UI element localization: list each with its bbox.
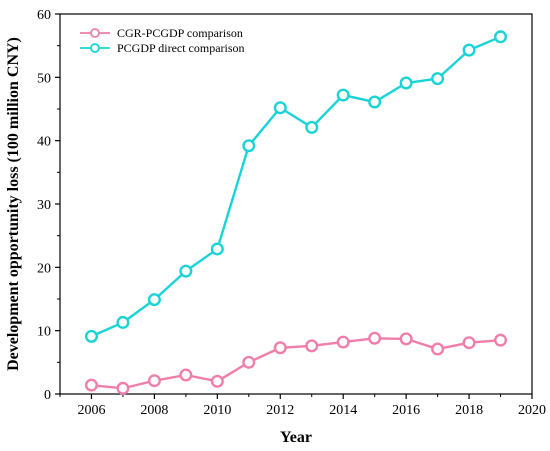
series-1-point <box>431 72 445 86</box>
series-1-point <box>242 139 256 153</box>
y-tick-label: 40 <box>37 135 51 150</box>
legend-marker-0 <box>90 28 100 38</box>
y-axis-title: Development opportunity loss (100 millio… <box>5 37 22 371</box>
legend-label-0: CGR-PCGDP comparison <box>117 26 243 40</box>
series-0-point <box>305 339 319 353</box>
series-1-point <box>462 43 476 57</box>
series-0-point <box>273 341 287 355</box>
y-tick-label: 20 <box>37 261 51 276</box>
x-tick-label: 2010 <box>203 403 231 418</box>
x-tick-label: 2008 <box>140 403 168 418</box>
x-tick-label: 2016 <box>392 403 420 418</box>
series-0-point <box>179 368 193 382</box>
x-tick-label: 2020 <box>518 403 546 418</box>
series-1-point <box>84 329 98 343</box>
series-0-point <box>462 336 476 350</box>
series-0-point <box>399 332 413 346</box>
series-1-point <box>305 120 319 134</box>
y-tick-label: 0 <box>44 388 51 403</box>
x-tick-label: 2018 <box>455 403 483 418</box>
series-0-point <box>336 335 350 349</box>
legend-label-1: PCGDP direct comparison <box>117 41 245 55</box>
y-tick-label: 60 <box>37 8 51 23</box>
series-0-point <box>494 333 508 347</box>
x-axis-title: Year <box>280 429 312 446</box>
series-0-point <box>147 374 161 388</box>
series-0-point <box>210 374 224 388</box>
series-1-point <box>179 264 193 278</box>
x-tick-label: 2014 <box>329 403 357 418</box>
series-1-point <box>210 242 224 256</box>
y-tick-label: 10 <box>37 325 51 340</box>
series-1-point <box>116 315 130 329</box>
legend-marker-1 <box>90 43 100 53</box>
y-tick-label: 30 <box>37 198 51 213</box>
y-tick-label: 50 <box>37 71 51 86</box>
series-0-point <box>431 342 445 356</box>
plot-frame <box>59 13 533 395</box>
series-1-point <box>147 293 161 307</box>
series-0-point <box>84 378 98 392</box>
x-tick-label: 2006 <box>77 403 105 418</box>
x-tick-label: 2012 <box>266 403 294 418</box>
series-1-point <box>273 101 287 115</box>
series-1-point <box>368 95 382 109</box>
series-0-point <box>368 331 382 345</box>
series-0-point <box>242 355 256 369</box>
series-1-point <box>399 76 413 90</box>
series-0-point <box>116 381 130 395</box>
series-1-point <box>336 88 350 102</box>
series-1-point <box>494 30 508 44</box>
